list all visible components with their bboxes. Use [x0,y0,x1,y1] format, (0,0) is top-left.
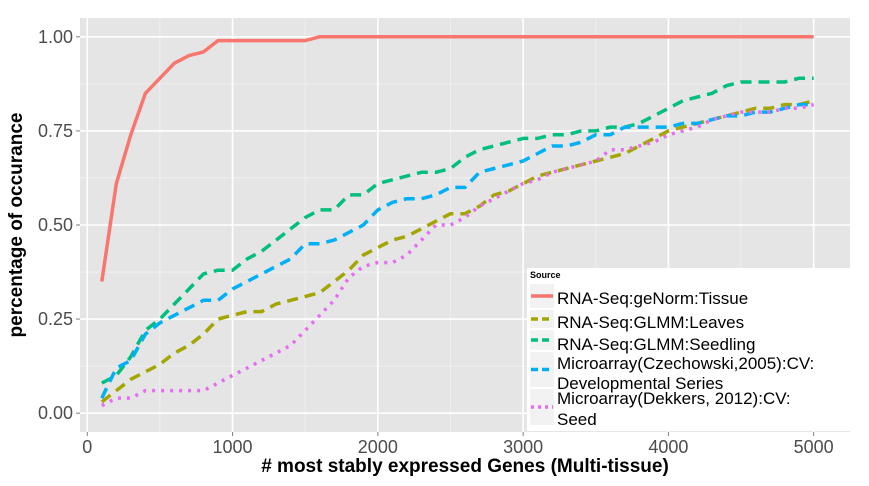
y-tick-label: 0.75 [38,121,73,141]
x-tick-label: 3000 [503,437,543,457]
y-tick-label: 0.50 [38,215,73,235]
series-layer [100,35,815,408]
x-tick-label: 0 [82,437,92,457]
x-tick-label: 1000 [213,437,253,457]
legend-title: Source [530,270,561,280]
legend: Source RNA-Seq:geNorm:Tissue RNA-Seq:GLMM… [527,268,850,431]
x-tick-label: 4000 [648,437,688,457]
y-axis: 0.00 0.25 0.50 0.75 1.00 [38,27,80,423]
x-axis: 0 1000 2000 3000 4000 5000 [82,432,834,457]
y-axis-title: percentage of occurance [6,113,27,338]
legend-label: Developmental Series [557,374,723,393]
series-line-4 [100,102,814,399]
series-line-3 [100,76,814,385]
series-line-1 [100,35,814,282]
legend-label: Seed [557,410,597,429]
legend-label: RNA-Seq:geNorm:Tissue [557,289,748,308]
y-tick-label: 1.00 [38,27,73,47]
legend-label: RNA-Seq:GLMM:Seedling [557,335,755,354]
legend-label: Microarray(Czechowski,2005):CV: [557,354,814,373]
legend-label: RNA-Seq:GLMM:Leaves [557,313,744,332]
y-tick-label: 0.00 [38,403,73,423]
legend-label: Microarray(Dekkers, 2012):CV: [557,389,791,408]
legend-entries: RNA-Seq:geNorm:Tissue RNA-Seq:GLMM:Leaves… [530,284,814,429]
x-axis-title: # most stably expressed Genes (Multi-tis… [261,456,669,477]
x-tick-label: 5000 [794,437,834,457]
legend-background [527,268,850,431]
y-tick-label: 0.25 [38,309,73,329]
x-tick-label: 2000 [358,437,398,457]
